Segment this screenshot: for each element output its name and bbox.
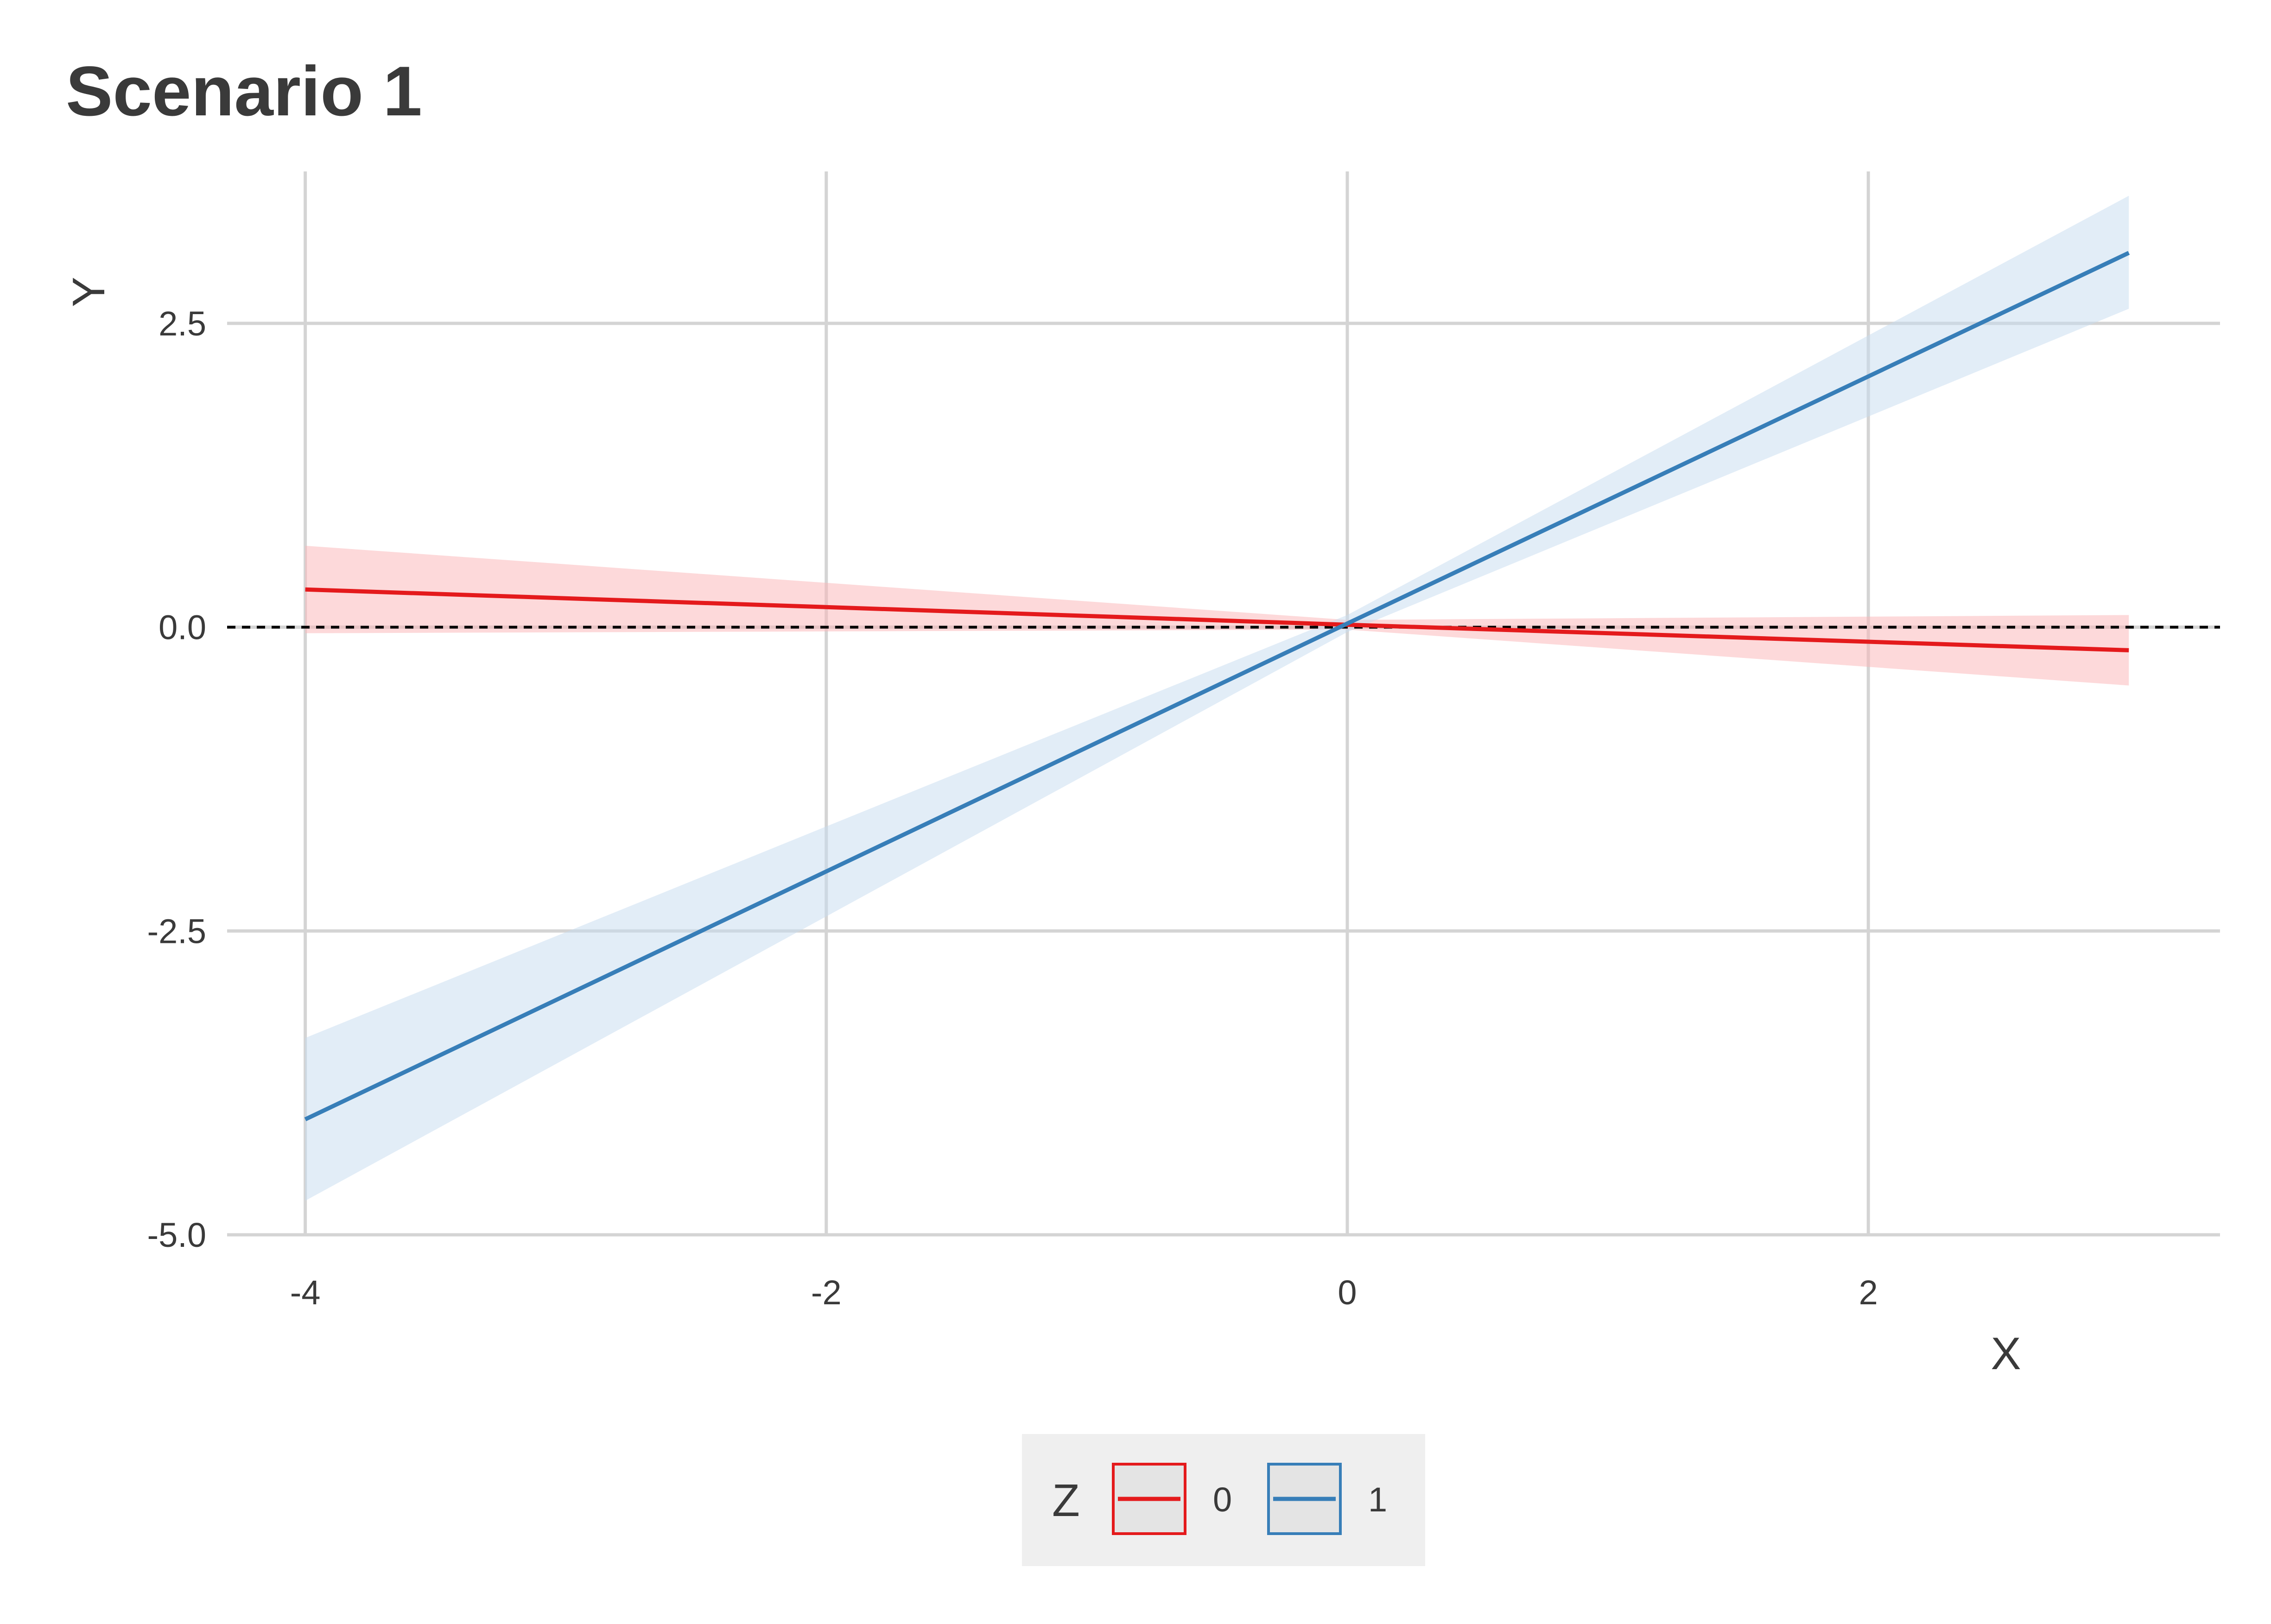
legend-title: Z xyxy=(1052,1475,1080,1526)
series-line-z1 xyxy=(304,251,2130,1121)
y-tick-label: 0.0 xyxy=(159,608,206,647)
y-tick-label: -5.0 xyxy=(147,1216,206,1254)
x-tick-label: 0 xyxy=(1338,1273,1357,1312)
chart-title: Scenario 1 xyxy=(66,52,422,131)
legend-label-z1: 1 xyxy=(1368,1480,1387,1519)
tick-labels: -4 -2 0 2 -5.0 -2.5 0.0 2.5 xyxy=(147,304,1878,1312)
confidence-band-z0 xyxy=(305,545,2129,686)
y-tick-label: 2.5 xyxy=(159,304,206,343)
series-lines xyxy=(304,251,2130,1121)
x-tick-label: 2 xyxy=(1859,1273,1878,1312)
confidence-band-z1 xyxy=(305,196,2129,1201)
legend-label-z0: 0 xyxy=(1213,1480,1232,1519)
y-tick-label: -2.5 xyxy=(147,912,206,950)
confidence-bands xyxy=(305,196,2129,1201)
x-axis-title: X xyxy=(1991,1328,2021,1379)
y-axis-title: Y xyxy=(63,277,114,307)
x-tick-label: -4 xyxy=(290,1273,321,1312)
x-tick-label: -2 xyxy=(811,1273,842,1312)
legend-background xyxy=(1022,1434,1425,1566)
